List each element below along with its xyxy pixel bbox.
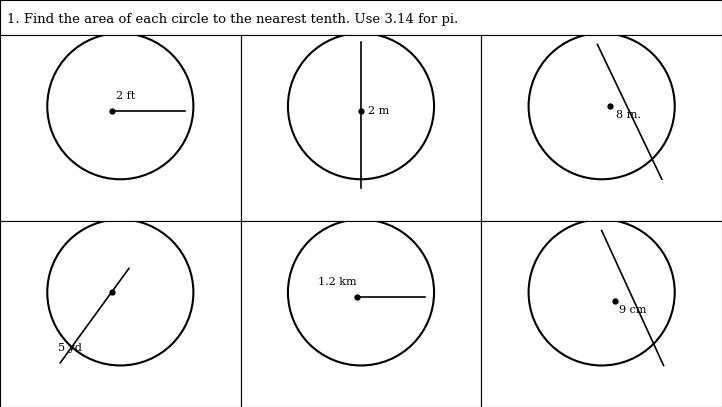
Text: A = |: A = | xyxy=(4,224,36,237)
Text: 1. Find the area of each circle to the nearest tenth. Use 3.14 for pi.: 1. Find the area of each circle to the n… xyxy=(7,13,458,26)
Text: 2 m: 2 m xyxy=(368,105,389,116)
Text: A =: A = xyxy=(245,224,269,237)
Text: 2 ft: 2 ft xyxy=(116,91,135,101)
Text: A =: A = xyxy=(486,224,509,237)
Text: 1.2 km: 1.2 km xyxy=(318,277,357,287)
Text: 9 cm: 9 cm xyxy=(619,304,646,315)
Text: 5 yd: 5 yd xyxy=(58,343,82,353)
Text: 8 in.: 8 in. xyxy=(617,110,641,120)
